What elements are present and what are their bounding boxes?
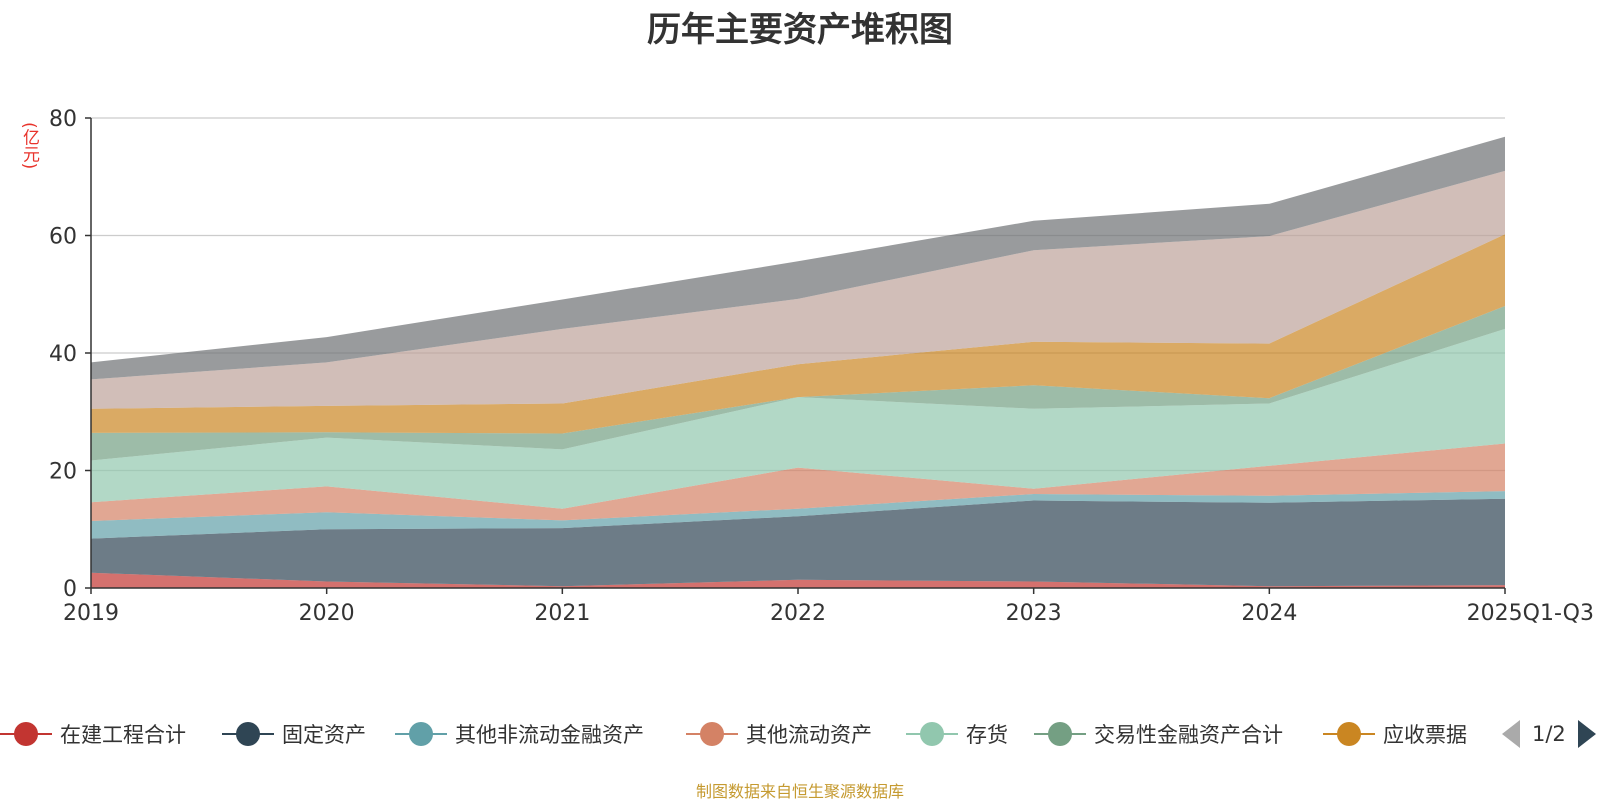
y-tick-label-60: 60 (49, 225, 77, 250)
legend-marker-icon (395, 718, 447, 750)
legend-marker-icon (222, 718, 274, 750)
legend-item-3[interactable]: 其他流动资产 (686, 718, 872, 750)
area-series (91, 136, 1505, 588)
legend-item-1[interactable]: 固定资产 (222, 718, 366, 750)
x-tick-label-6: 2025Q1-Q3 (1467, 601, 1594, 626)
y-tick-label-40: 40 (49, 342, 77, 367)
legend-item-0[interactable]: 在建工程合计 (0, 718, 186, 750)
legend-prev-page-icon[interactable] (1502, 720, 1520, 748)
y-tick-label-0: 0 (63, 577, 77, 602)
legend-marker-icon (1034, 718, 1086, 750)
area-series-8[interactable] (91, 136, 1505, 380)
legend-marker-icon (906, 718, 958, 750)
legend-label: 存货 (966, 723, 1008, 747)
area-series-7[interactable] (91, 170, 1505, 409)
y-tick-label-80: 80 (49, 107, 77, 132)
area-series-5[interactable] (91, 306, 1505, 461)
area-series-0[interactable] (91, 572, 1505, 588)
legend-next-page-icon[interactable] (1577, 720, 1596, 748)
legend-label: 其他流动资产 (746, 723, 872, 747)
x-tick-label-4: 2023 (1006, 601, 1062, 626)
x-tick-label-1: 2020 (299, 601, 355, 626)
legend-label: 固定资产 (282, 723, 366, 747)
x-tick-label-0: 2019 (63, 601, 119, 626)
area-series-4[interactable] (91, 328, 1505, 509)
source-note: 制图数据来自恒生聚源数据库 (695, 782, 904, 801)
tick-labels: 0 20 40 60 80 2019 2020 2021 2022 2023 2024 2025Q1-… (49, 107, 1594, 626)
legend-marker-icon (1323, 718, 1375, 750)
legend-label: 其他非流动金融资产 (455, 723, 644, 747)
stacked-area-chart: 0 20 40 60 80 2019 2020 2021 2022 2023 2024 2025Q1-… (49, 107, 1594, 626)
legend-item-4[interactable]: 存货 (906, 718, 1008, 750)
y-tick-label-20: 20 (49, 460, 77, 485)
x-tick-label-2: 2021 (534, 601, 590, 626)
legend-pager: 1/2 (1502, 718, 1596, 750)
legend-marker-icon (0, 718, 52, 750)
area-series-1[interactable] (91, 498, 1505, 587)
legend-label: 交易性金融资产合计 (1094, 723, 1283, 747)
area-series-6[interactable] (91, 234, 1505, 434)
axes (85, 117, 1506, 594)
legend-label: 在建工程合计 (60, 723, 186, 747)
legend-marker-icon (686, 718, 738, 750)
legend-page-indicator: 1/2 (1532, 722, 1566, 746)
legend-item-6[interactable]: 应收票据 (1323, 718, 1467, 750)
legend-label: 应收票据 (1383, 723, 1467, 747)
x-tick-label-5: 2024 (1241, 601, 1297, 626)
area-series-3[interactable] (91, 443, 1505, 522)
legend: 在建工程合计 固定资产 其他非流动金融资产 其他流动资产 存货 交易性金融资产合计 应收票据 (0, 718, 1600, 758)
legend-item-5[interactable]: 交易性金融资产合计 (1034, 718, 1283, 750)
y-axis-unit-label: (亿元) (19, 122, 39, 170)
x-tick-label-3: 2022 (770, 601, 826, 626)
legend-item-2[interactable]: 其他非流动金融资产 (395, 718, 644, 750)
chart-title: 历年主要资产堆积图 (647, 10, 953, 50)
area-series-2[interactable] (91, 491, 1505, 539)
